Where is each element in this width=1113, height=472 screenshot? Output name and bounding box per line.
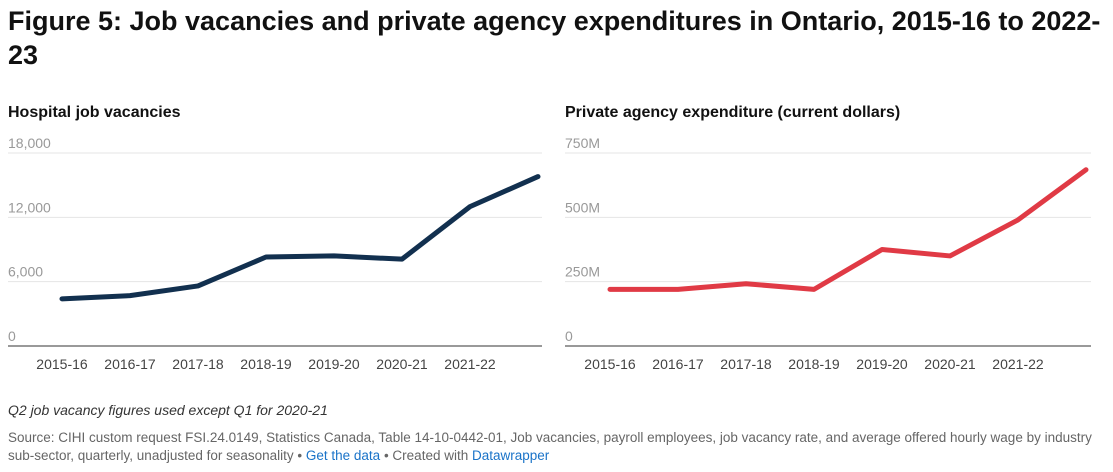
source-text: Source: CIHI custom request FSI.24.0149,…: [8, 430, 1092, 463]
chart-title: Private agency expenditure (current doll…: [565, 104, 901, 121]
x-tick-label: 2016-17: [652, 356, 704, 372]
y-tick-label: 12,000: [8, 199, 51, 215]
figure-title: Figure 5: Job vacancies and private agen…: [8, 6, 1101, 70]
datawrapper-link[interactable]: Datawrapper: [471, 448, 550, 463]
chart-title: Hospital job vacancies: [8, 104, 181, 121]
y-tick-label: 500M: [565, 199, 600, 215]
footnote: Q2 job vacancy figures used except Q1 fo…: [8, 402, 328, 418]
x-tick-label: 2017-18: [172, 356, 224, 372]
y-tick-label: 750M: [565, 135, 600, 151]
line-chart-agency-expenditure: 0 250M 500M 750M 2015-16 2016-17 2017-18 2018-1…: [565, 135, 1091, 372]
series-line: [607, 167, 1089, 292]
y-tick-label: 0: [8, 328, 16, 344]
x-tick-label: 2015-16: [36, 356, 88, 372]
x-tick-label: 2021-22: [444, 356, 496, 372]
separator: •: [293, 448, 306, 463]
series-line: [59, 174, 541, 302]
x-tick-label: 2018-19: [240, 356, 292, 372]
get-the-data-link[interactable]: Get the data: [305, 448, 381, 463]
x-tick-label: 2015-16: [584, 356, 636, 372]
x-tick-label: 2016-17: [104, 356, 156, 372]
y-tick-label: 6,000: [8, 264, 43, 280]
created-with-text: • Created with: [380, 448, 472, 463]
source-line: Source: CIHI custom request FSI.24.0149,…: [8, 429, 1103, 465]
x-tick-label: 2018-19: [788, 356, 840, 372]
x-tick-label: 2017-18: [720, 356, 772, 372]
y-tick-label: 250M: [565, 264, 600, 280]
x-tick-label: 2019-20: [856, 356, 908, 372]
y-tick-label: 0: [565, 328, 573, 344]
x-tick-label: 2021-22: [992, 356, 1044, 372]
line-chart-job-vacancies: 0 6,000 12,000 18,000 2015-16 2016-17 2017-18 2…: [8, 135, 542, 372]
y-tick-label: 18,000: [8, 135, 51, 151]
x-tick-label: 2019-20: [308, 356, 360, 372]
x-tick-label: 2020-21: [924, 356, 976, 372]
x-tick-label: 2020-21: [376, 356, 428, 372]
